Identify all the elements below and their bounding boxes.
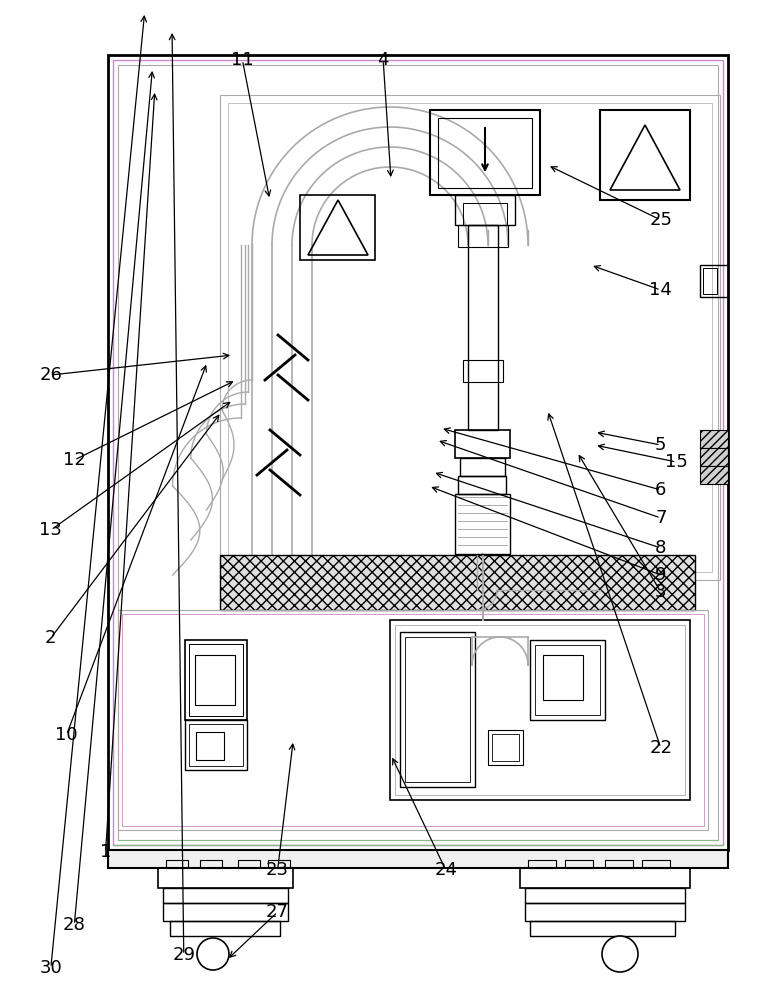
Text: 23: 23 [266,861,289,879]
Text: 3: 3 [655,583,666,601]
Bar [195,655,235,705]
Bar [530,640,605,720]
Bar [163,888,288,903]
Bar [565,860,593,868]
Text: 29: 29 [172,946,196,964]
Text: 27: 27 [266,903,289,921]
Bar [468,225,498,430]
Bar [113,60,723,845]
Bar [463,360,503,382]
Text: 10: 10 [56,726,77,744]
Bar [118,610,708,830]
Bar [700,430,728,448]
Text: 13: 13 [39,521,63,539]
Text: 1: 1 [100,843,111,861]
Bar [492,734,519,761]
Bar [238,860,260,868]
Bar [455,195,515,225]
Bar [543,655,583,700]
Bar [268,860,290,868]
Bar [220,555,695,610]
Bar [108,55,728,850]
Bar [163,903,288,921]
Bar [700,448,728,466]
Bar [118,65,718,840]
Bar [166,860,188,868]
Bar [488,730,523,765]
Text: 2: 2 [45,629,56,647]
Text: 7: 7 [655,509,666,527]
Bar [400,632,475,787]
Text: 28: 28 [63,916,86,934]
Bar [455,430,510,458]
Text: 25: 25 [649,211,673,229]
Bar [430,110,540,195]
Bar [458,225,508,247]
Text: 12: 12 [63,451,86,469]
Bar [438,118,532,188]
Bar [122,614,704,826]
Bar [700,265,728,297]
Bar [528,860,556,868]
Bar [220,95,720,580]
Bar [185,640,247,720]
Bar [458,476,506,494]
Text: 6: 6 [655,481,666,499]
Bar [185,720,247,770]
Bar [170,921,280,936]
Circle shape [197,938,229,970]
Bar [405,637,470,782]
Bar [300,195,375,260]
Text: 26: 26 [39,366,63,384]
Text: 4: 4 [378,51,389,69]
Bar [395,625,685,795]
Text: 24: 24 [434,861,457,879]
Bar [463,203,507,225]
Bar [600,110,690,200]
Bar [196,732,224,760]
Bar [158,868,293,888]
Text: 30: 30 [39,959,63,977]
Text: 9: 9 [655,566,666,584]
Bar [520,868,690,888]
Bar [530,921,675,936]
Bar [525,888,685,903]
Bar [189,724,243,766]
Bar [605,860,633,868]
Bar [200,860,222,868]
Bar [535,645,600,715]
Text: 22: 22 [649,739,673,757]
Bar [703,268,717,294]
Bar [460,458,505,476]
Text: 15: 15 [665,453,688,471]
Text: 11: 11 [231,51,254,69]
Bar [455,494,510,554]
Bar [700,466,728,484]
Bar [189,644,243,716]
Bar [642,860,670,868]
Text: 14: 14 [649,281,673,299]
Bar [108,850,728,868]
Bar [390,620,690,800]
Bar [525,903,685,921]
Text: 8: 8 [655,539,666,557]
Circle shape [602,936,638,972]
Bar [228,103,712,572]
Text: 5: 5 [655,436,666,454]
